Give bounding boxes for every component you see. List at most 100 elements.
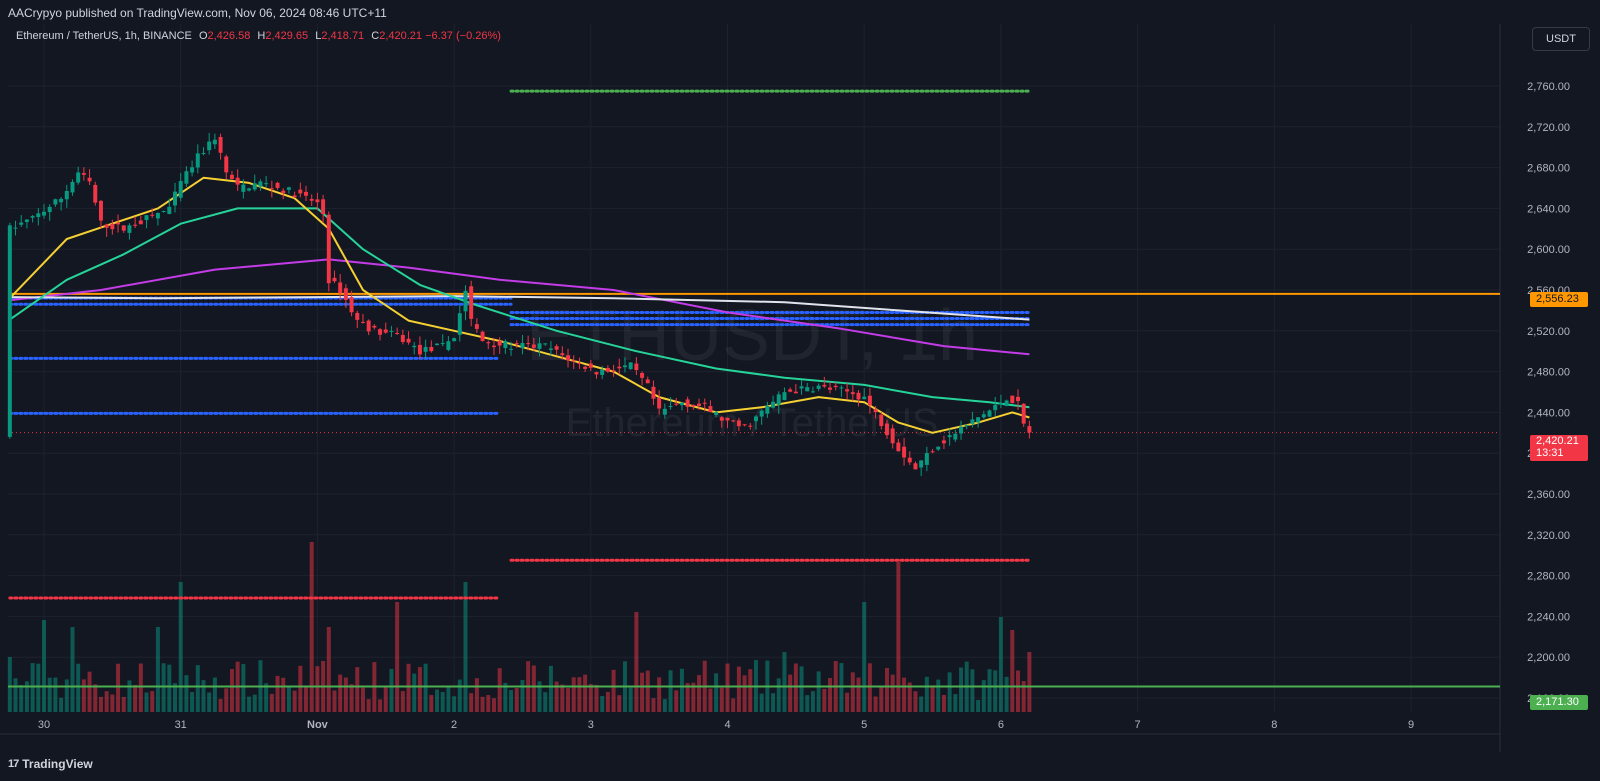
tradingview-logo-icon: 17	[8, 758, 19, 770]
volume-bar	[697, 675, 702, 712]
candle-body	[930, 451, 935, 453]
high-label: H	[257, 30, 266, 42]
volume-bar	[1010, 630, 1015, 712]
candle-body	[645, 379, 650, 384]
volume-bar	[378, 699, 383, 712]
volume-bar	[161, 663, 166, 712]
candle-body	[435, 343, 440, 345]
candle-body	[822, 384, 827, 387]
candle-body	[338, 282, 343, 294]
volume-bar	[144, 692, 149, 712]
volume-bar	[919, 696, 924, 712]
candle-body	[491, 345, 496, 348]
candle-body	[258, 181, 263, 187]
candle-body	[423, 346, 428, 352]
tradingview-logo[interactable]: 17 TradingView	[8, 757, 93, 771]
candle-body	[919, 460, 924, 468]
low-value: 2,418.71	[321, 30, 365, 42]
candle-body	[292, 195, 297, 198]
candle-body	[104, 224, 109, 228]
watermark-ticker: ETHUSDT, 1h	[526, 296, 978, 376]
candle-body	[1015, 396, 1020, 402]
price-tick-label: 2,680.00	[1527, 163, 1570, 175]
candle-body	[782, 392, 787, 401]
candle-body	[583, 366, 588, 369]
volume-bar	[463, 582, 468, 712]
candle-body	[537, 343, 542, 349]
top-bar: AACrypyo published on TradingView.com, N…	[0, 0, 1600, 24]
candle-body	[554, 346, 559, 350]
volume-bar	[924, 676, 929, 712]
volume-bar	[560, 684, 565, 712]
candle-body	[269, 188, 274, 190]
volume-bar	[24, 681, 29, 712]
volume-bar	[913, 691, 918, 712]
symbol-name[interactable]: Ethereum / TetherUS, 1h, BINANCE	[16, 30, 192, 42]
candle-body	[24, 219, 29, 223]
volume-bar	[104, 691, 109, 712]
volume-bar	[81, 679, 86, 712]
volume-bar	[782, 652, 787, 712]
volume-bar	[201, 680, 206, 712]
ema-white-line	[9, 295, 1030, 321]
candle-body	[207, 141, 212, 151]
candle-body	[862, 396, 867, 400]
candle-body	[486, 342, 491, 344]
candle-body	[309, 198, 314, 201]
volume-bar	[691, 682, 696, 712]
volume-bar	[19, 685, 24, 712]
candle-body	[651, 386, 656, 399]
volume-bar	[212, 677, 217, 712]
candle-body	[76, 172, 81, 183]
volume-bar	[286, 687, 291, 712]
volume-bar	[674, 690, 679, 712]
candle-body	[298, 189, 303, 194]
volume-bar	[446, 687, 451, 712]
candle-body	[839, 387, 844, 389]
horizontal-lines	[8, 292, 1500, 688]
volume-bar	[429, 694, 434, 712]
candle-body	[212, 139, 217, 145]
candle-body	[959, 426, 964, 434]
candle-body	[771, 401, 776, 408]
candle-body	[457, 313, 462, 335]
candle-body	[138, 220, 143, 225]
support-price-label: 2,171.30	[1530, 695, 1588, 710]
candle-body	[759, 410, 764, 417]
volume-bar	[452, 696, 457, 712]
volume-bar	[959, 667, 964, 712]
volume-bar	[47, 677, 52, 712]
candle-body	[474, 324, 479, 329]
candle-body	[326, 214, 331, 284]
candle-body	[753, 416, 758, 422]
candle-body	[87, 177, 92, 182]
price-tick-label: 2,520.00	[1527, 326, 1570, 338]
change-value: −6.37 (−0.26%)	[425, 30, 501, 42]
candle-body	[1010, 395, 1015, 404]
volume-bar	[229, 669, 234, 712]
volume-bar	[970, 669, 975, 712]
candle-body	[594, 372, 599, 375]
volume-bar	[184, 675, 189, 712]
volume-bar	[503, 682, 508, 712]
candle-body	[167, 206, 172, 214]
time-tick-label: 31	[175, 719, 187, 731]
candle-body	[30, 216, 35, 218]
currency-button[interactable]: USDT	[1532, 27, 1590, 51]
candle-body	[588, 363, 593, 368]
price-tick-label: 2,240.00	[1527, 611, 1570, 623]
candle-body	[440, 343, 445, 345]
candle-body	[1004, 400, 1009, 407]
volume-bar	[736, 666, 741, 712]
time-tick-label: Nov	[307, 719, 329, 731]
candle-body	[452, 338, 457, 342]
candle-body	[605, 367, 610, 372]
volume-bar	[731, 698, 736, 712]
candle-body	[685, 399, 690, 407]
time-tick-label: 8	[1271, 719, 1277, 731]
candle-body	[343, 288, 348, 300]
candle-body	[520, 342, 525, 349]
symbol-info: Ethereum / TetherUS, 1h, BINANCE O2,426.…	[16, 30, 501, 42]
candle-body	[799, 386, 804, 389]
